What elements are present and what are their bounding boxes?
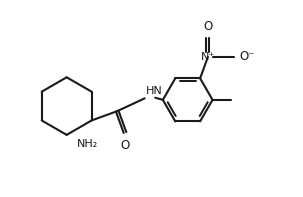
- Text: O: O: [120, 139, 130, 152]
- Text: O⁻: O⁻: [240, 50, 255, 63]
- Text: HN: HN: [146, 86, 163, 96]
- Text: O: O: [203, 20, 212, 33]
- Text: NH₂: NH₂: [76, 139, 98, 149]
- Text: N⁺: N⁺: [201, 52, 215, 62]
